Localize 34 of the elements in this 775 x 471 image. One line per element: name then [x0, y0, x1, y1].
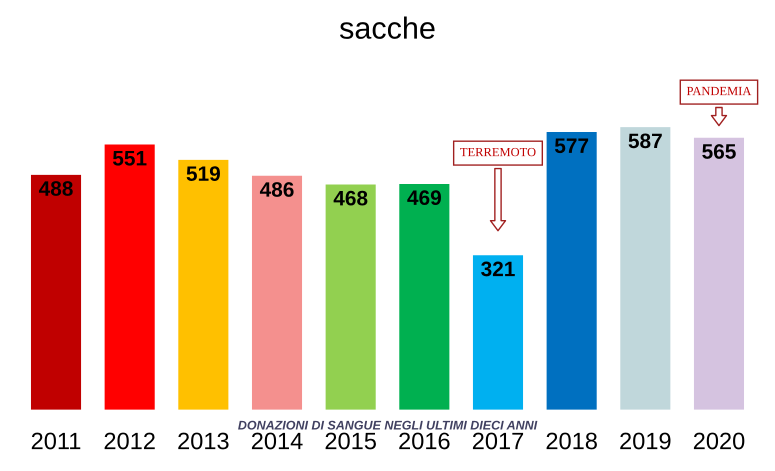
data-label: 486 — [260, 182, 294, 197]
bar — [546, 132, 597, 410]
x-tick-label: 2014 — [252, 432, 303, 450]
data-label: 468 — [334, 190, 368, 206]
bar — [252, 176, 302, 410]
bar — [620, 127, 670, 410]
data-label: 321 — [481, 262, 515, 276]
x-tick-label: 2018 — [546, 432, 597, 450]
x-tick-label: 2019 — [620, 432, 670, 450]
bar — [399, 184, 450, 410]
text: DONAZIONI DI SANGUE NEGLI ULTIMI DIECI ANNI — [238, 420, 538, 430]
data-label: 587 — [628, 133, 662, 148]
data-label: 488 — [38, 181, 73, 196]
x-tick-label: 2011 — [32, 432, 80, 450]
bar — [694, 138, 744, 410]
x-tick-label: 2012 — [104, 432, 155, 450]
annotation: TERREMOTO — [460, 148, 536, 156]
bar — [30, 174, 82, 410]
bar — [326, 184, 376, 410]
bar — [104, 144, 155, 410]
x-tick-label: 2015 — [326, 432, 376, 450]
x-tick-label: 2016 — [399, 432, 450, 450]
x-tick-label: 2017 — [472, 432, 524, 450]
data-label: 519 — [186, 166, 220, 181]
bar — [472, 255, 524, 410]
chart-title: sacche — [340, 16, 435, 39]
x-tick-label: 2020 — [694, 432, 744, 450]
data-label: 551 — [112, 151, 146, 166]
x-tick-label: 2013 — [178, 432, 229, 450]
text: PANDEMIA — [686, 86, 752, 96]
data-label: 565 — [702, 144, 736, 159]
data-label: 577 — [554, 138, 588, 154]
data-label: 469 — [407, 190, 441, 206]
bar — [178, 160, 228, 410]
